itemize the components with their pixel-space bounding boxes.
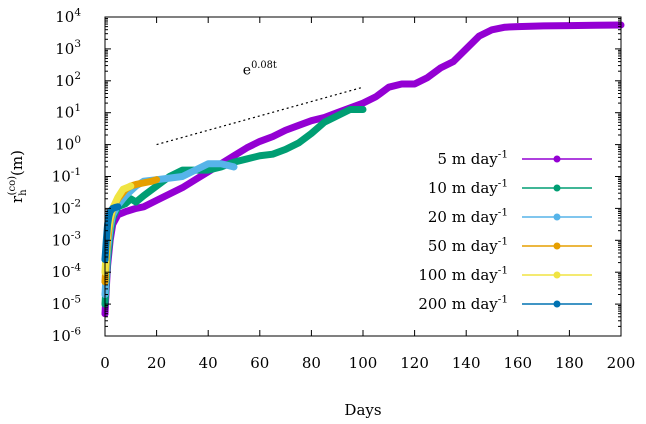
series-line-2 [101, 160, 238, 299]
legend-swatch-point-2 [553, 213, 561, 221]
legend-item-3: 50 m day-1 [428, 235, 592, 255]
legend-label-1: 10 m day-1 [428, 177, 508, 197]
x-tick-label-80: 80 [302, 354, 321, 372]
x-tick-label-100: 100 [349, 354, 378, 372]
legend-swatch-point-3 [553, 242, 561, 250]
legend-item-5: 200 m day-1 [418, 293, 592, 313]
x-tick-label-200: 200 [607, 354, 636, 372]
legend-swatch-point-1 [553, 184, 561, 192]
legend-swatch-point-4 [553, 271, 561, 279]
y-axis-title: rh(co)(m) [7, 150, 29, 203]
y-tick-label--6: 10-6 [52, 325, 82, 345]
series-line-0 [101, 21, 625, 318]
y-tick-label--1: 10-1 [52, 166, 81, 186]
legend-swatch-point-5 [553, 300, 561, 308]
y-tick-label--4: 10-4 [52, 261, 82, 281]
growth-reference-label: e0.08t [243, 60, 277, 78]
legend-layer: 5 m day-1 10 m day-1 20 m day-1 50 m day-1 1… [418, 148, 592, 313]
annotation-layer: e0.08t [156, 60, 364, 146]
legend-label-3: 50 m day-1 [428, 235, 508, 255]
growth-reference-line [156, 86, 364, 146]
x-tick-label-20: 20 [147, 354, 166, 372]
x-tick-label-160: 160 [503, 354, 532, 372]
x-tick-label-40: 40 [199, 354, 218, 372]
axes-layer: 0 20 40 60 80 100 120 140 160 180 200 10-6 10-5 10-4 1… [52, 6, 636, 372]
x-tick-label-180: 180 [555, 354, 584, 372]
legend-item-1: 10 m day-1 [428, 177, 592, 197]
y-tick-label--2: 10-2 [52, 198, 81, 218]
y-tick-label-1: 101 [55, 102, 81, 122]
x-axis-title: Days [344, 401, 381, 419]
y-tick-label-2: 102 [55, 70, 81, 90]
legend-item-4: 100 m day-1 [418, 264, 592, 284]
legend-swatch-point-0 [553, 155, 561, 163]
y-tick-label--5: 10-5 [52, 293, 81, 313]
legend-item-2: 20 m day-1 [428, 206, 592, 226]
x-tick-label-140: 140 [452, 354, 481, 372]
y-tick-label--3: 10-3 [52, 230, 81, 250]
x-tick-label-60: 60 [250, 354, 269, 372]
series-2 [101, 160, 238, 299]
legend-label-2: 20 m day-1 [428, 206, 508, 226]
x-tick-label-120: 120 [400, 354, 429, 372]
legend-label-4: 100 m day-1 [418, 264, 508, 284]
series-layer [101, 21, 625, 318]
y-tick-label-3: 103 [55, 38, 81, 58]
x-tick-label-0: 0 [100, 354, 110, 372]
y-tick-label-0: 100 [55, 134, 81, 154]
legend-item-0: 5 m day-1 [437, 148, 592, 168]
legend-label-0: 5 m day-1 [437, 148, 508, 168]
legend-label-5: 200 m day-1 [418, 293, 508, 313]
series-line-5 [101, 203, 122, 263]
y-tick-label-4: 104 [55, 6, 81, 26]
